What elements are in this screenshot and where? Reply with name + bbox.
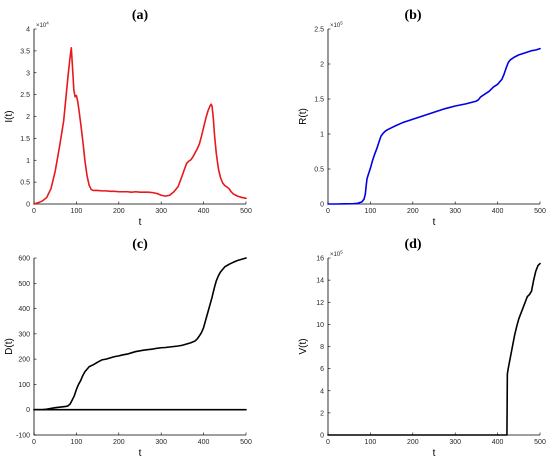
panel-b-series-1-line bbox=[327, 47, 541, 205]
panel-c-x-tick-label: 500 bbox=[240, 439, 252, 446]
panel-c-y-tick-label: 100 bbox=[18, 382, 30, 389]
panel-c-y-tick-label: 600 bbox=[18, 256, 30, 263]
panel-d-y-tick-label: 0 bbox=[320, 433, 324, 440]
panel-d-y-tick-label: 8 bbox=[320, 344, 324, 351]
panel-c-y-tick-label: 0 bbox=[26, 407, 30, 414]
panel-d-x-tick-label: 0 bbox=[326, 439, 330, 446]
panel-c-y-tick-label: 500 bbox=[18, 281, 30, 288]
panel-a-x-tick-label: 200 bbox=[113, 208, 125, 215]
panel-d-axes bbox=[327, 258, 540, 436]
panel-c-y-axis-label: D(t) bbox=[4, 338, 15, 355]
panel-c-y-tick-label: 400 bbox=[18, 306, 30, 313]
panel-a-y-tick-label: 4 bbox=[26, 27, 30, 34]
panel-b-x-axis-label: t bbox=[433, 217, 436, 228]
panel-d-y-tick-label: 10 bbox=[316, 322, 324, 329]
panel-b-label: (b) bbox=[404, 8, 421, 23]
panel-b-x-tick-label: 100 bbox=[365, 208, 377, 215]
panel-c-x-tick-label: 0 bbox=[32, 439, 36, 446]
panel-d-vaccinated-plot: 0 100 200 300 400 500 0 2 4 6 8 10 12 14 16 ×105 t V(t) bbox=[298, 250, 546, 460]
panel-c-y-tick-label: 200 bbox=[18, 357, 30, 364]
panel-d-x-tick-label: 200 bbox=[407, 439, 419, 446]
panel-c-deaths-plot: 0 100 200 300 400 500-1000100200300400500600t… bbox=[4, 256, 252, 460]
panel-d-x-axis-label: t bbox=[433, 448, 436, 459]
panel-a-label: (a) bbox=[132, 8, 149, 23]
panel-d-y-tick-label: 16 bbox=[316, 256, 324, 263]
panel-b-x-tick-label: 0 bbox=[326, 208, 330, 215]
panel-d-y-tick-label: 4 bbox=[320, 388, 324, 395]
panel-d-x-tick-label: 500 bbox=[534, 439, 546, 446]
panel-d-scale-multiplier: ×105 bbox=[330, 250, 343, 259]
panel-a-y-tick-label: 1 bbox=[26, 158, 30, 165]
panel-a-x-tick-label: 400 bbox=[198, 208, 210, 215]
panel-c-y-tick-label: 300 bbox=[18, 331, 30, 338]
panel-b-y-tick-label: 2 bbox=[320, 62, 324, 69]
panel-a-x-tick-label: 0 bbox=[32, 208, 36, 215]
panel-a-scale-multiplier: ×104 bbox=[36, 21, 49, 30]
panel-a-x-tick-label: 300 bbox=[155, 208, 167, 215]
panel-a-x-axis-label: t bbox=[139, 217, 142, 228]
panel-a-infected-plot: 0 100 200 300 400 500 0 0.5 1 1.5 2 2.5 3 3.5 4 ×104 t I(… bbox=[4, 21, 252, 229]
panel-c-x-tick-label: 100 bbox=[71, 439, 83, 446]
panel-b-y-tick-label: 2.5 bbox=[314, 27, 324, 34]
panel-c-label: (c) bbox=[132, 237, 148, 252]
panel-c-x-tick-label: 300 bbox=[155, 439, 167, 446]
panel-c-y-tick-label: -100 bbox=[16, 433, 30, 440]
panel-b-y-tick-label: 1.5 bbox=[314, 97, 324, 104]
panel-c-series-1-line bbox=[33, 257, 247, 411]
panel-a-series-1-line bbox=[33, 47, 247, 205]
panel-d-x-tick-label: 300 bbox=[449, 439, 461, 446]
panel-b-x-tick-label: 500 bbox=[534, 208, 546, 215]
panel-d-y-tick-label: 6 bbox=[320, 366, 324, 373]
panel-b-axes bbox=[327, 29, 540, 205]
panel-b-x-tick-label: 300 bbox=[449, 208, 461, 215]
panel-a-y-tick-label: 1.5 bbox=[20, 136, 30, 143]
panel-b-y-tick-label: 1 bbox=[320, 132, 324, 139]
panel-a-y-tick-label: 2 bbox=[26, 114, 30, 121]
panel-b-recovered-plot: 0 100 200 300 400 500 0 0.5 1 1.5 2 2.5 ×105 t R(t) bbox=[298, 21, 546, 229]
panel-b-x-tick-label: 200 bbox=[407, 208, 419, 215]
panel-d-y-axis-label: V(t) bbox=[298, 338, 309, 354]
panel-c-axes bbox=[33, 258, 246, 436]
panel-d-x-tick-label: 400 bbox=[492, 439, 504, 446]
panel-d-label: (d) bbox=[404, 237, 421, 252]
panel-a-y-tick-label: 0.5 bbox=[20, 180, 30, 187]
panel-b-x-tick-label: 400 bbox=[492, 208, 504, 215]
panel-a-y-tick-label: 0 bbox=[26, 202, 30, 209]
panel-a-axes bbox=[33, 29, 246, 205]
panel-c-x-tick-label: 400 bbox=[198, 439, 210, 446]
panel-d-x-tick-label: 100 bbox=[365, 439, 377, 446]
panel-a-y-axis-label: I(t) bbox=[4, 110, 15, 122]
panel-d-series-1-line bbox=[327, 262, 541, 436]
panel-b-y-tick-label: 0.5 bbox=[314, 167, 324, 174]
panel-a-y-tick-label: 3 bbox=[26, 70, 30, 77]
panel-b-y-tick-label: 0 bbox=[320, 202, 324, 209]
panel-a-x-tick-label: 100 bbox=[71, 208, 83, 215]
panel-d-y-tick-label: 14 bbox=[316, 278, 324, 285]
panel-b-y-axis-label: R(t) bbox=[298, 108, 309, 125]
panel-c-x-axis-label: t bbox=[139, 448, 142, 459]
panel-c-x-tick-label: 200 bbox=[113, 439, 125, 446]
panel-a-y-tick-label: 3.5 bbox=[20, 48, 30, 55]
panel-a-x-tick-label: 500 bbox=[240, 208, 252, 215]
panel-b-scale-multiplier: ×105 bbox=[330, 21, 343, 30]
panel-d-y-tick-label: 12 bbox=[316, 300, 324, 307]
panel-d-y-tick-label: 2 bbox=[320, 410, 324, 417]
panel-a-y-tick-label: 2.5 bbox=[20, 92, 30, 99]
